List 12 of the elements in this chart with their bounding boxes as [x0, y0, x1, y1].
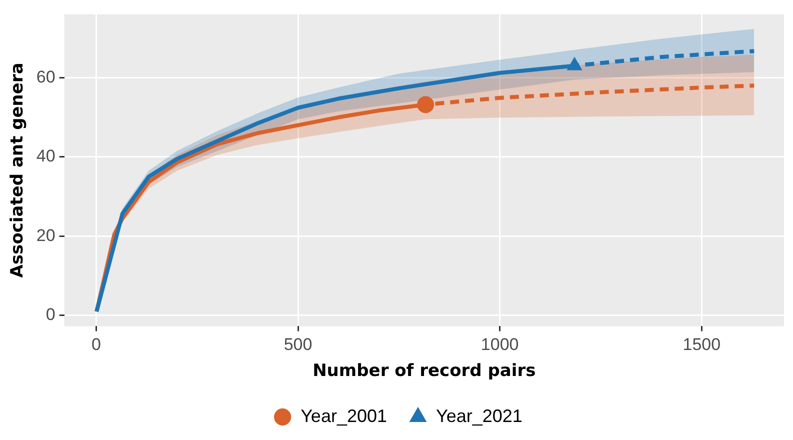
x-tick-label: 1500 [682, 335, 721, 354]
x-tick-label: 500 [284, 335, 312, 354]
x-tick-label: 0 [91, 335, 101, 354]
x-tick-label: 1000 [480, 335, 519, 354]
y-axis-title: Associated ant genera [8, 62, 28, 278]
legend-label: Year_2001 [300, 406, 388, 426]
y-tick-label: 20 [36, 226, 56, 245]
y-tick-label: 40 [36, 146, 56, 166]
y-tick-label: 0 [46, 305, 56, 324]
x-axis-title: Number of record pairs [312, 361, 536, 382]
legend-label: Year_2021 [436, 406, 522, 426]
y-tick-label: 60 [36, 67, 56, 86]
